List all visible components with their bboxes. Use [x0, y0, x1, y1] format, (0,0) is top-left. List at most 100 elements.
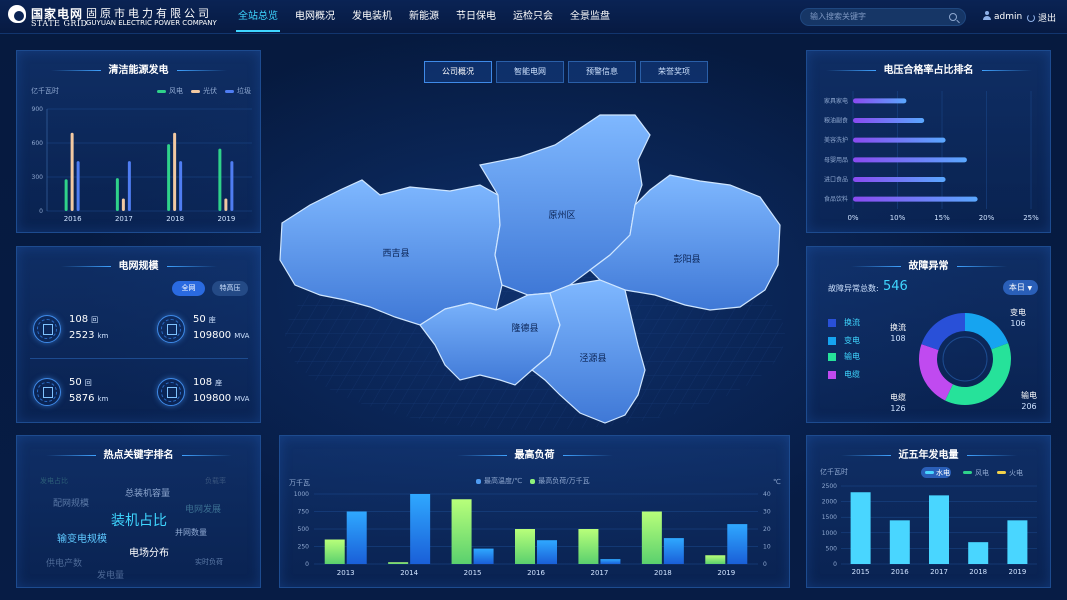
keyword-item[interactable]: 实时负荷 [195, 558, 223, 566]
keyword-item[interactable]: 并网数量 [175, 528, 207, 537]
y-left-tick-label: 1000 [294, 491, 309, 498]
keyword-item[interactable]: 电场分布 [129, 548, 169, 559]
nav-monitor[interactable]: 全景监盘 [570, 11, 610, 22]
cable-glyph [43, 387, 53, 398]
donut-inner-ring [942, 336, 988, 382]
y-category-label: 粮油副食 [824, 117, 848, 125]
nav-overview[interactable]: 全站总览 [236, 0, 280, 34]
keyword-item[interactable]: 装机占比 [111, 513, 167, 529]
y-tick-label: 1500 [822, 514, 837, 521]
x-tick-label: 2018 [654, 569, 672, 577]
scope-all-button[interactable]: 全网 [172, 281, 205, 296]
region-pengyang[interactable] [589, 174, 781, 311]
user-account[interactable]: admin [983, 11, 1022, 22]
bar-load [537, 540, 557, 564]
fault-total-value: 546 [883, 279, 908, 294]
stat-unit: MVA [234, 395, 250, 403]
donut-slice-变电 [965, 313, 1009, 350]
stat-value: 50 [69, 377, 82, 388]
fault-legend-substation: 变电 [828, 335, 860, 346]
nav-maintenance[interactable]: 运检只会 [513, 11, 553, 22]
x-tick-label: 2015 [464, 569, 482, 577]
y-left-tick-label: 750 [298, 509, 310, 516]
x-tick-label: 2019 [717, 569, 735, 577]
stat-substations-count: 50 座 [193, 314, 216, 325]
main-nav: 全站总览 电网概况 发电装机 新能源 节日保电 运检只会 全景监盘 [236, 0, 627, 34]
cable-icon [33, 378, 61, 406]
nav-new-energy[interactable]: 新能源 [409, 11, 439, 22]
donut-label-cable: 电缆 126 [890, 392, 906, 414]
stat-cable-length: 5876 km [69, 393, 108, 404]
bar [853, 196, 978, 202]
period-select[interactable]: 本日 ▼ [1003, 280, 1038, 295]
nav-capacity[interactable]: 发电装机 [352, 11, 392, 22]
substation-icon [157, 315, 185, 343]
donut-label-substation: 变电 106 [1010, 307, 1026, 329]
y-tick-label: 2000 [822, 499, 837, 506]
x-tick-label: 2016 [64, 215, 82, 223]
bar-load [346, 511, 367, 564]
legend-swatch [828, 318, 836, 327]
x-tick-label: 2017 [115, 215, 133, 223]
max-load-unit-right: ℃ [773, 478, 781, 486]
company-name-en: GUYUAN ELECTRIC POWER COMPANY [86, 19, 217, 27]
bar-load [663, 538, 684, 564]
legend-solar: 光伏 [203, 87, 217, 95]
nav-grid[interactable]: 电网概况 [295, 11, 335, 22]
y-tick-label: 2500 [822, 483, 837, 490]
region-longde[interactable] [419, 292, 561, 386]
region-label-yuanzhou: 原州区 [548, 210, 575, 221]
y-left-tick-label: 500 [298, 526, 310, 533]
y-category-label: 进口食品 [824, 176, 848, 184]
legend-swatch-temp [476, 478, 481, 484]
substation-glyph [167, 324, 177, 335]
keyword-item[interactable]: 供电产数 [46, 559, 83, 569]
bar [968, 542, 989, 564]
stat-value: 108 [69, 314, 89, 325]
keyword-item[interactable]: 配网规模 [53, 499, 90, 509]
top-header: 国家电网 STATE GRID 固原市电力有限公司 GUYUAN ELECTRI… [0, 0, 1067, 34]
tab-smart-grid[interactable]: 智能电网 [496, 61, 564, 83]
keyword-item[interactable]: 负载率 [205, 477, 226, 485]
fault-title: 故障异常 [807, 257, 1050, 272]
legend-toggle-hydro[interactable]: 水电 [921, 467, 951, 478]
keyword-item[interactable]: 发电占比 [40, 477, 68, 485]
keyword-item[interactable]: 输变电规模 [57, 534, 107, 545]
tab-honors[interactable]: 荣誉奖项 [640, 61, 708, 83]
region-label-jingyuan: 泾源县 [579, 352, 606, 364]
bar-垃圾 [76, 161, 80, 211]
search-input[interactable] [810, 12, 940, 21]
keyword-item[interactable]: 发电量 [97, 571, 125, 581]
clean-energy-title: 清洁能源发电 [17, 61, 260, 76]
legend-wind: 风电 [169, 87, 183, 95]
donut-label-transmission: 输电 206 [1021, 390, 1037, 412]
nav-holiday[interactable]: 节日保电 [456, 11, 496, 22]
tab-warnings[interactable]: 预警信息 [568, 61, 636, 83]
search-icon[interactable] [949, 13, 957, 21]
bar-垃圾 [127, 161, 131, 211]
x-tick-label: 25% [1023, 214, 1039, 222]
bar [853, 98, 907, 104]
keyword-item[interactable]: 电网发展 [185, 505, 222, 515]
bar-光伏 [224, 198, 228, 211]
legend-swatch [828, 370, 836, 379]
clean-energy-unit: 亿千瓦时 [31, 87, 59, 95]
y-left-tick-label: 250 [298, 544, 310, 551]
stat-stations-capacity: 109800 MVA [193, 393, 249, 404]
stat-value: 50 [193, 314, 206, 325]
bar-风电 [167, 144, 171, 211]
donut-slice-电缆 [919, 344, 953, 401]
bar-temperature [324, 539, 345, 564]
tab-company-overview[interactable]: 公司概况 [424, 61, 492, 83]
brand-name-en: STATE GRID [31, 19, 88, 28]
y-right-tick-label: 40 [763, 491, 771, 498]
x-tick-label: 2014 [400, 569, 418, 577]
scope-uhv-button[interactable]: 特高压 [212, 281, 248, 296]
keyword-item[interactable]: 总装机容量 [125, 489, 171, 499]
bar [853, 157, 967, 163]
bar-光伏 [70, 132, 74, 211]
logout-button[interactable]: 退出 [1027, 11, 1056, 24]
region-jingyuan[interactable] [531, 279, 646, 424]
stat-lines-length: 2523 km [69, 330, 108, 341]
chevron-down-icon: ▼ [1027, 285, 1033, 292]
